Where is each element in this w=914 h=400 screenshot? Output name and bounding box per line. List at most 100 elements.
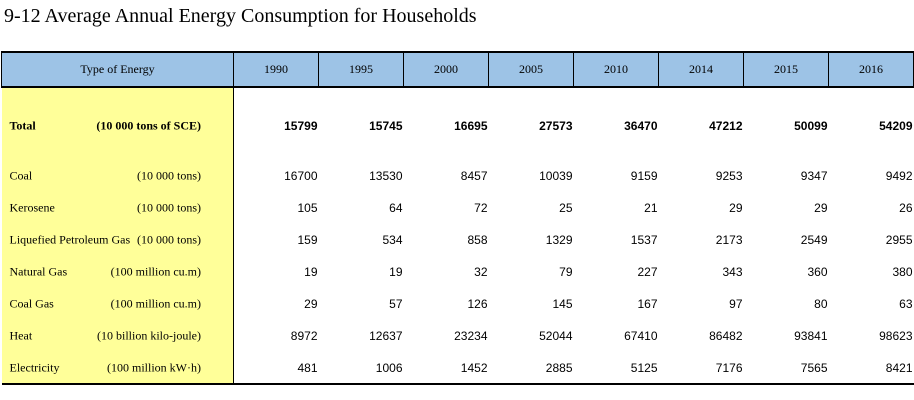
- energy-unit: (100 million cu.m): [110, 264, 201, 279]
- value-cell: 32: [474, 265, 488, 279]
- value-cell: 145: [552, 297, 573, 311]
- value-cell: 12637: [369, 329, 403, 343]
- column-header-year: 2010: [573, 51, 659, 88]
- value-cell: 54209: [879, 119, 913, 133]
- page-title: 9-12 Average Annual Energy Consumption f…: [4, 5, 477, 27]
- value-cell: 7565: [743, 352, 829, 385]
- value-cell: 26: [899, 201, 913, 215]
- value-cell: 10039: [539, 169, 573, 183]
- row-label-cell: Total (10 000 tons of SCE): [1, 87, 234, 160]
- column-header-year: 2015: [743, 51, 829, 88]
- value-cell: 380: [892, 265, 913, 279]
- row-label-cell: Kerosene (10 000 tons): [1, 192, 234, 224]
- energy-type-name: Heat: [9, 328, 33, 343]
- column-header-year: 2005: [488, 51, 574, 88]
- row-label-cell: Heat (10 billion kilo-joule): [1, 320, 234, 352]
- value-cell: 7176: [658, 352, 744, 385]
- energy-unit: (10 000 tons): [137, 168, 201, 183]
- table-row: Kerosene (10 000 tons) 105 64 72 25 21 29 29 26: [1, 192, 914, 224]
- value-cell: 5125: [573, 352, 659, 385]
- table-row: Heat (10 billion kilo-joule) 8972 12637 2323…: [1, 320, 914, 352]
- value-cell: 67410: [624, 329, 658, 343]
- value-cell: 8972: [290, 329, 318, 343]
- value-cell: 47212: [709, 119, 743, 133]
- value-cell: 2885: [488, 352, 574, 385]
- energy-type-name: Natural Gas: [9, 264, 68, 279]
- value-cell: 86482: [709, 329, 743, 343]
- value-cell: 481: [233, 352, 319, 385]
- value-cell: 9492: [885, 169, 913, 183]
- value-cell: 98623: [879, 329, 913, 343]
- value-cell: 52044: [539, 329, 573, 343]
- value-cell: 1006: [318, 352, 404, 385]
- table-row: Coal (10 000 tons) 16700 13530 8457 10039 9159…: [1, 160, 914, 192]
- value-cell: 97: [729, 297, 743, 311]
- value-cell: 93841: [794, 329, 828, 343]
- row-label-cell: Coal (10 000 tons): [1, 160, 234, 192]
- value-cell: 2549: [800, 233, 828, 247]
- value-cell: 27573: [539, 119, 573, 133]
- value-cell: 343: [722, 265, 743, 279]
- value-cell: 57: [389, 297, 403, 311]
- value-cell: 1537: [630, 233, 658, 247]
- value-cell: 23234: [454, 329, 488, 343]
- value-cell: 29: [729, 201, 743, 215]
- value-cell: 8421: [828, 352, 914, 385]
- value-cell: 50099: [794, 119, 828, 133]
- energy-type-name: Liquefied Petroleum Gas: [9, 232, 131, 247]
- value-cell: 16695: [454, 119, 488, 133]
- value-cell: 36470: [624, 119, 658, 133]
- value-cell: 25: [559, 201, 573, 215]
- value-cell: 15745: [369, 119, 403, 133]
- energy-unit: (10 000 tons of SCE): [96, 118, 201, 133]
- energy-consumption-table: Type of Energy 1990 1995 2000 2005 2010 …: [1, 51, 914, 385]
- table-row: Total (10 000 tons of SCE) 15799 15745 16695…: [1, 87, 914, 160]
- value-cell: 534: [382, 233, 403, 247]
- value-cell: 21: [644, 201, 658, 215]
- value-cell: 159: [297, 233, 318, 247]
- energy-type-name: Coal: [9, 168, 33, 183]
- value-cell: 8457: [460, 169, 488, 183]
- column-header-year: 1990: [233, 51, 319, 88]
- table-row: Natural Gas (100 million cu.m) 19 19 32 79 227…: [1, 256, 914, 288]
- energy-unit: (100 million kW·h): [107, 360, 201, 374]
- value-cell: 1452: [403, 352, 489, 385]
- value-cell: 15799: [284, 119, 318, 133]
- value-cell: 19: [304, 265, 318, 279]
- value-cell: 16700: [284, 169, 318, 183]
- value-cell: 858: [467, 233, 488, 247]
- table-row: Electricity (100 million kW·h) 481 1006 1452…: [1, 352, 914, 385]
- energy-unit: (10 000 tons): [137, 232, 201, 247]
- energy-unit: (10 000 tons): [137, 200, 201, 215]
- value-cell: 167: [637, 297, 658, 311]
- column-header-year: 1995: [318, 51, 404, 88]
- value-cell: 9347: [800, 169, 828, 183]
- column-header-year: 2000: [403, 51, 489, 88]
- value-cell: 126: [467, 297, 488, 311]
- row-label-cell: Liquefied Petroleum Gas (10 000 tons): [1, 224, 234, 256]
- value-cell: 105: [297, 201, 318, 215]
- value-cell: 64: [389, 201, 403, 215]
- table-row: Coal Gas (100 million cu.m) 29 57 126 145 167 9…: [1, 288, 914, 320]
- value-cell: 360: [807, 265, 828, 279]
- value-cell: 63: [899, 297, 913, 311]
- energy-type-name: Total: [9, 118, 36, 133]
- row-label-cell: Natural Gas (100 million cu.m): [1, 256, 234, 288]
- value-cell: 227: [637, 265, 658, 279]
- column-header-type-of-energy: Type of Energy: [1, 51, 234, 88]
- column-header-year: 2014: [658, 51, 744, 88]
- table-row: Liquefied Petroleum Gas (10 000 tons) 159 5…: [1, 224, 914, 256]
- energy-unit: (100 million cu.m): [110, 296, 201, 311]
- value-cell: 72: [474, 201, 488, 215]
- value-cell: 29: [814, 201, 828, 215]
- value-cell: 9253: [715, 169, 743, 183]
- value-cell: 9159: [630, 169, 658, 183]
- table-header-row: Type of Energy 1990 1995 2000 2005 2010 …: [1, 51, 914, 88]
- value-cell: 79: [559, 265, 573, 279]
- value-cell: 2955: [885, 233, 913, 247]
- value-cell: 19: [389, 265, 403, 279]
- energy-type-name: Electricity: [9, 360, 60, 374]
- row-label-cell: Electricity (100 million kW·h): [1, 352, 234, 385]
- energy-unit: (10 billion kilo-joule): [97, 328, 201, 343]
- value-cell: 80: [814, 297, 828, 311]
